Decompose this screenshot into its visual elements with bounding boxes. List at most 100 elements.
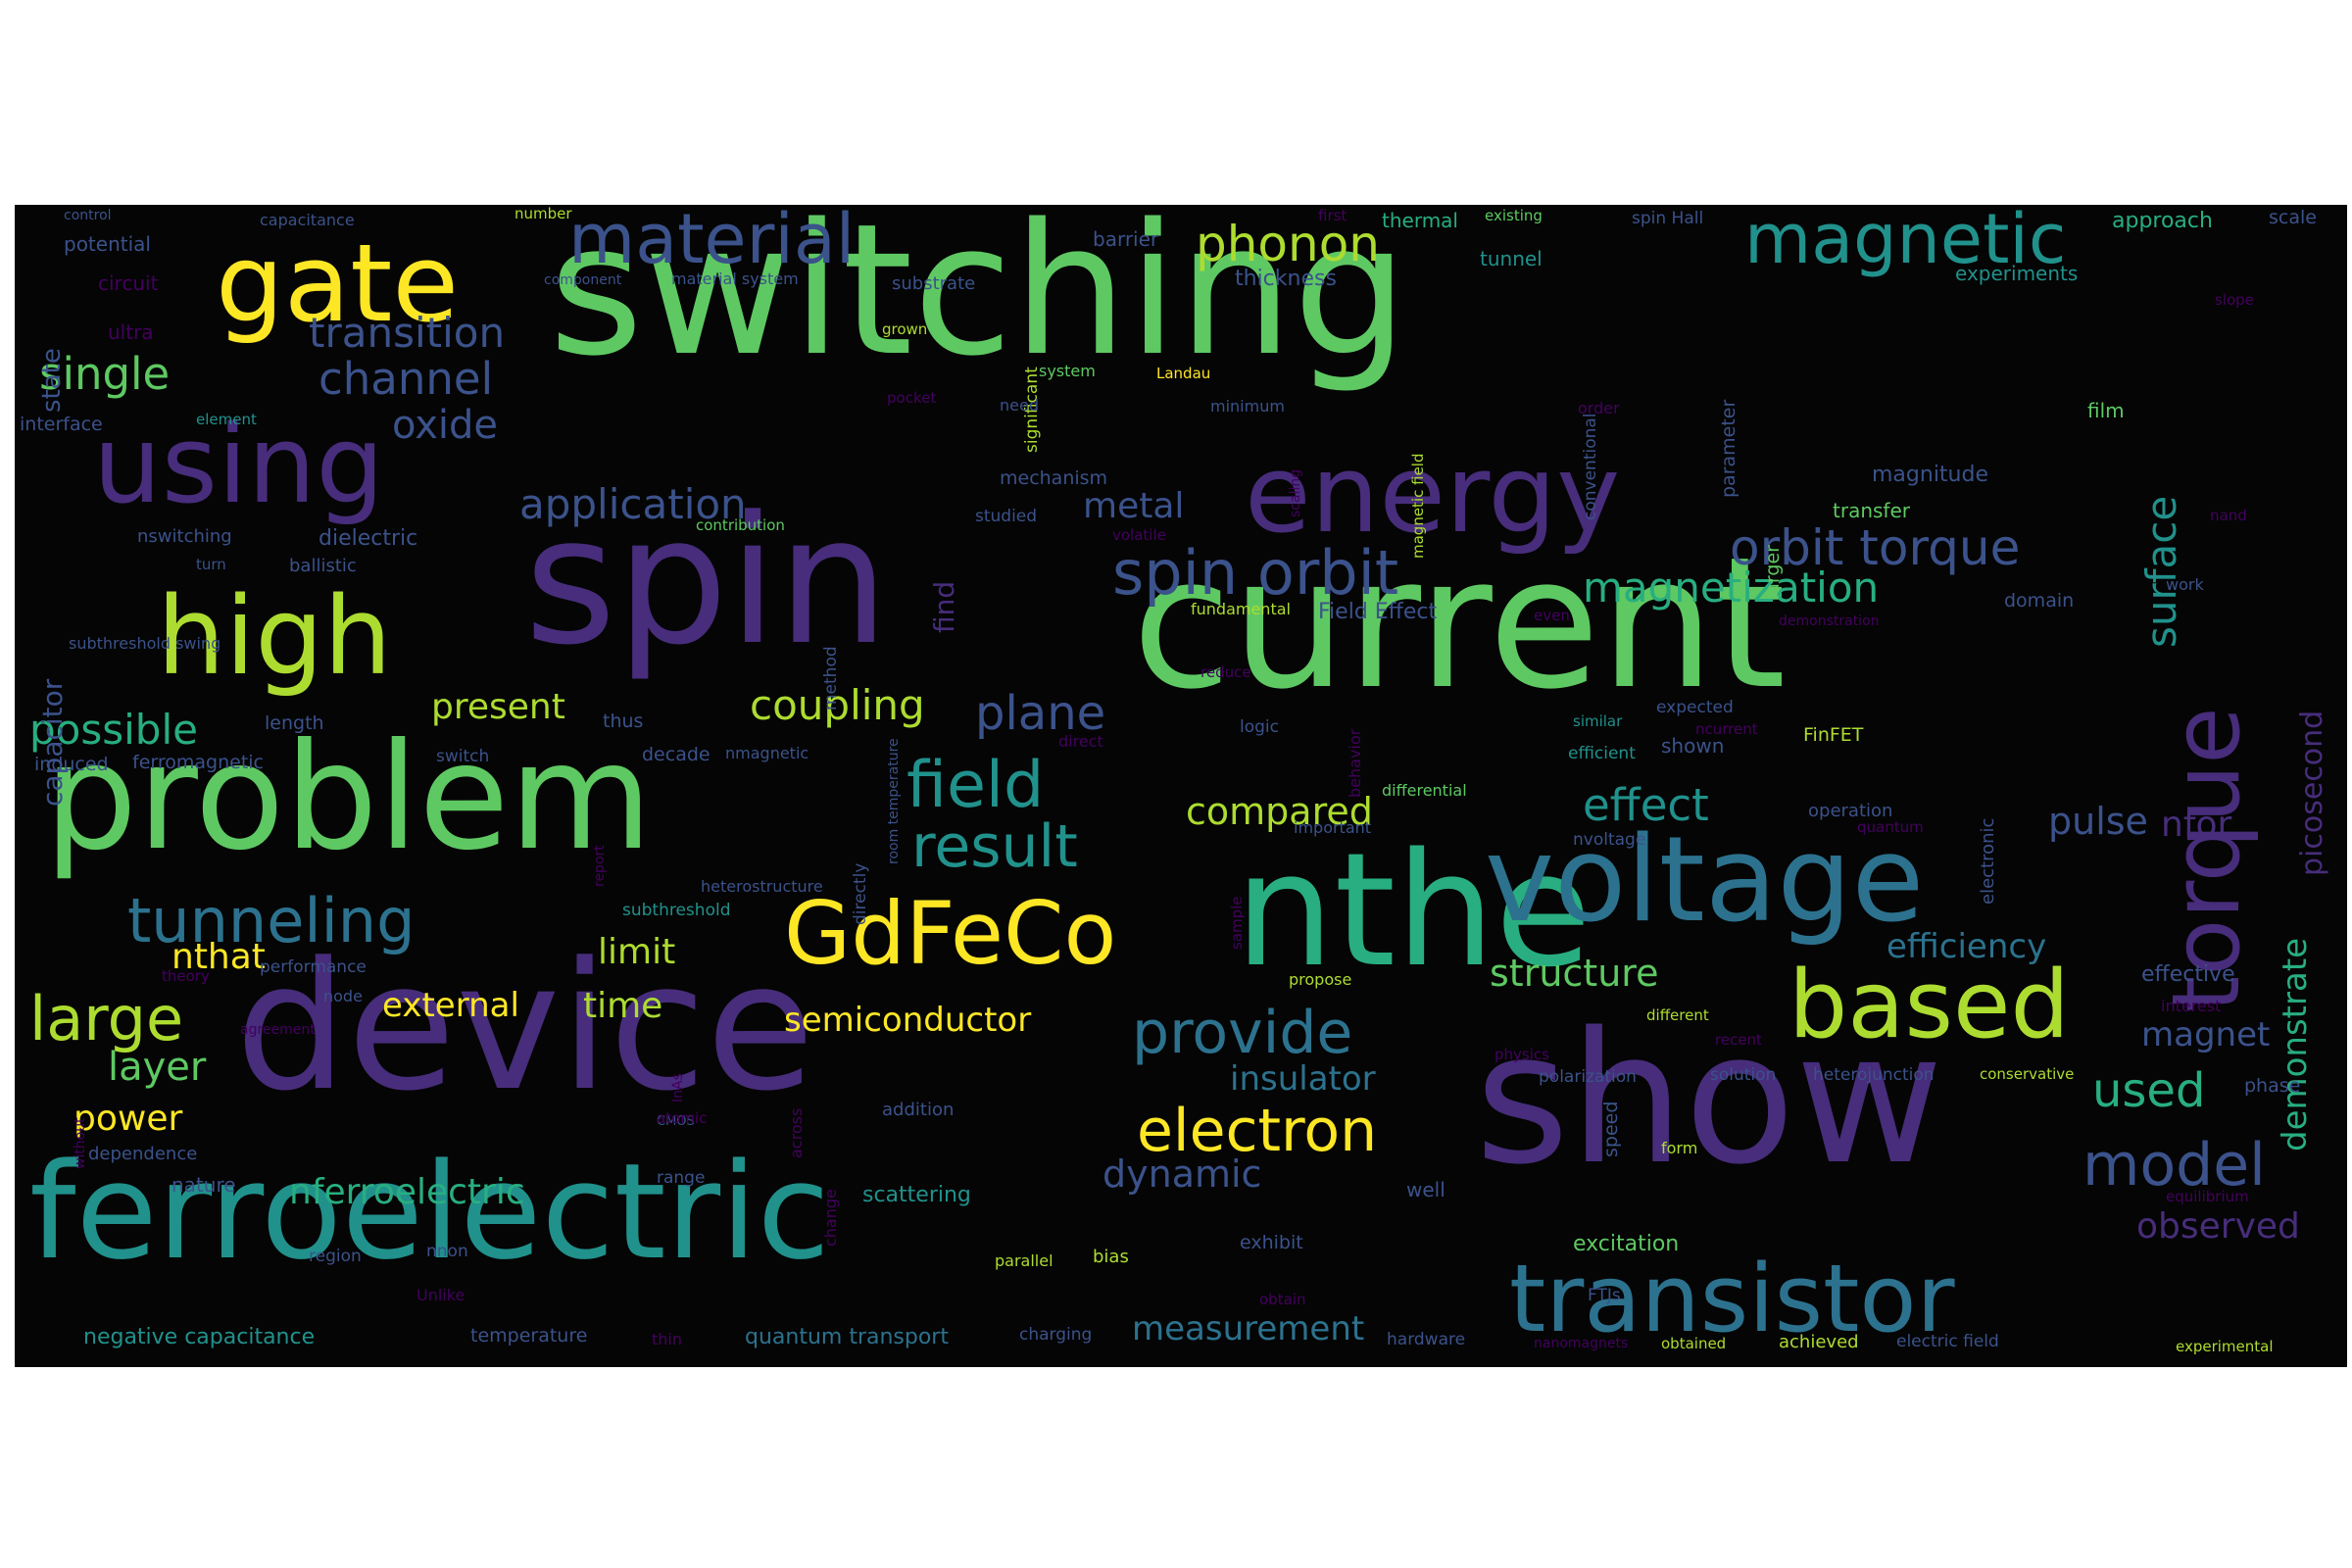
word-device: device: [235, 925, 815, 1130]
word-substrate: substrate: [892, 273, 976, 294]
word-parallel: parallel: [995, 1251, 1054, 1270]
word-range: range: [657, 1168, 706, 1188]
word-bias: bias: [1093, 1247, 1129, 1267]
word-circuit: circuit: [98, 271, 159, 295]
word-coupling: coupling: [750, 681, 925, 729]
word-system: system: [1039, 362, 1096, 380]
word-element: element: [196, 411, 257, 428]
word-effect: effect: [1583, 779, 1709, 831]
word-physics: physics: [1494, 1046, 1549, 1063]
word-method: method: [821, 646, 841, 711]
word-electron: electron: [1137, 1097, 1378, 1165]
word-interface: interface: [20, 414, 103, 435]
word-achieved: achieved: [1779, 1332, 1859, 1352]
word-high: high: [157, 573, 392, 699]
word-obtained: obtained: [1661, 1335, 1727, 1352]
word-change: change: [821, 1188, 840, 1247]
word-thickness: thickness: [1235, 267, 1337, 291]
word-nswitching: nswitching: [137, 526, 232, 547]
word-potential: potential: [64, 232, 151, 256]
word-parameter: parameter: [1718, 399, 1740, 499]
word-voltage: voltage: [1485, 812, 1925, 949]
word-quantum: quantum: [1857, 818, 1924, 836]
word-scattering: scattering: [862, 1183, 971, 1207]
word-contribution: contribution: [696, 516, 785, 534]
word-nanomagnets: nanomagnets: [1534, 1336, 1629, 1351]
word-even: even: [1534, 607, 1570, 624]
word-experimental: experimental: [2176, 1338, 2274, 1355]
word-slope: slope: [2215, 291, 2254, 309]
word-approach: approach: [2112, 209, 2213, 233]
word-recent: recent: [1715, 1031, 1762, 1049]
word-application: application: [519, 480, 747, 528]
word-operation: operation: [1808, 801, 1893, 821]
word-large: large: [29, 983, 184, 1054]
word-length: length: [265, 712, 324, 734]
word-cmos: CMOS: [657, 1114, 695, 1129]
word-addition: addition: [882, 1100, 955, 1120]
word-efficient: efficient: [1568, 744, 1636, 763]
word-film: film: [2087, 399, 2125, 422]
word-form: form: [1661, 1139, 1698, 1157]
word-layer: layer: [108, 1045, 207, 1090]
word-finfet: FinFET: [1803, 724, 1864, 746]
word-find: find: [928, 580, 960, 633]
word-subthreshold: subthreshold: [622, 901, 731, 920]
word-transistor: transistor: [1509, 1246, 1955, 1353]
word-ferromagnetic: ferromagnetic: [132, 752, 264, 773]
word-scale: scale: [2269, 207, 2317, 228]
word-measurement: measurement: [1132, 1309, 1365, 1348]
word-ultra: ultra: [108, 320, 154, 344]
word-dependence: dependence: [88, 1144, 198, 1164]
word-spin: spin: [524, 479, 890, 684]
word-pocket: pocket: [887, 389, 937, 407]
word-dynamic: dynamic: [1102, 1152, 1262, 1196]
word-landau: Landau: [1156, 365, 1211, 382]
word-based: based: [1788, 952, 2070, 1059]
word-inas: InAs: [670, 1072, 686, 1102]
word-polarization: polarization: [1539, 1067, 1637, 1087]
word-differential: differential: [1382, 781, 1467, 800]
word-reduce: reduce: [1200, 663, 1251, 681]
word-efficiency: efficiency: [1886, 927, 2047, 966]
word-similar: similar: [1573, 712, 1623, 730]
word-tunneling: tunneling: [127, 885, 416, 956]
word-studied: studied: [975, 507, 1038, 526]
word-using: using: [93, 402, 385, 527]
word-nature: nature: [172, 1173, 236, 1197]
word-region: region: [309, 1247, 362, 1266]
word-magnet: magnet: [2141, 1015, 2271, 1054]
word-directly: directly: [851, 862, 870, 925]
word-dielectric: dielectric: [318, 526, 418, 551]
word-switch: switch: [436, 747, 490, 766]
word-time: time: [583, 986, 663, 1026]
word-theory: theory: [162, 967, 210, 985]
word-nfor: nfor: [2161, 805, 2232, 845]
word-metal: metal: [1083, 486, 1185, 526]
word-limit: limit: [598, 932, 676, 972]
word-domain: domain: [2004, 590, 2075, 612]
word-work: work: [2166, 575, 2204, 594]
word-cloud: switching spin current device show problem fer…: [15, 205, 2347, 1367]
word-magnitude: magnitude: [1872, 463, 1989, 487]
word-conventional: conventional: [1581, 413, 1600, 521]
word-nthe: nthe: [1235, 818, 1592, 1002]
word-magnetic: magnetic: [1744, 205, 2067, 279]
word-node: node: [323, 987, 363, 1005]
word-show: show: [1475, 993, 1944, 1204]
word-material: material: [568, 205, 856, 279]
word-important: important: [1294, 818, 1372, 837]
word-capacitance: capacitance: [260, 211, 355, 229]
word-insulator: insulator: [1230, 1059, 1376, 1099]
word-agreement: agreement: [240, 1022, 316, 1038]
word-fundamental: fundamental: [1191, 600, 1291, 618]
word-gate: gate: [216, 220, 460, 346]
word-single: single: [39, 348, 171, 400]
word-observed: observed: [2136, 1206, 2300, 1247]
word-current: current: [1132, 517, 1787, 729]
word-atomic: atomic: [657, 1109, 708, 1127]
word-picosecond: picosecond: [2295, 710, 2329, 876]
word-transfer: transfer: [1833, 499, 1910, 522]
word-orbit-torque: orbit torque: [1730, 519, 2021, 576]
word-present: present: [431, 687, 565, 727]
